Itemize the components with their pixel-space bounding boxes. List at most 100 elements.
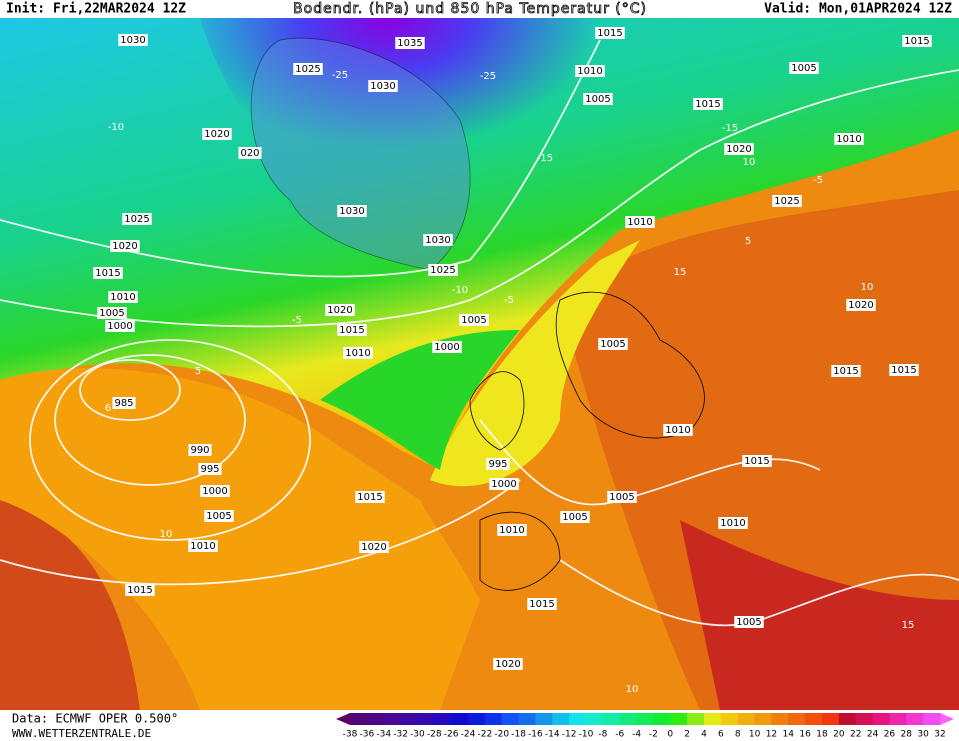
colorbar-swatch (687, 713, 705, 725)
isotherm-label: -25 (480, 71, 496, 82)
colorbar-tick-label: -2 (649, 730, 658, 740)
isobar-label: 1015 (833, 366, 858, 377)
colorbar-swatch (805, 713, 823, 725)
isobar-label-bg (575, 65, 605, 77)
isobar-label: 1010 (345, 348, 370, 359)
colorbar-swatch (906, 713, 924, 725)
isobar-label: 995 (488, 459, 507, 470)
isobar-label-bg (834, 133, 864, 145)
isobar-label-bg (198, 463, 222, 475)
isobar-label: 990 (190, 445, 209, 456)
colorbar-tick-label: -22 (478, 730, 493, 740)
colorbar-tick-label: -32 (393, 730, 408, 740)
colorbar-tick-label: 6 (718, 730, 724, 740)
isobar-label-bg (188, 444, 212, 456)
isobar-label-bg (560, 511, 590, 523)
colorbar-tick-label: -38 (343, 730, 358, 740)
colorbar-swatch (653, 713, 671, 725)
isobar-label-bg (742, 455, 772, 467)
isobar-label-bg (368, 80, 398, 92)
colorbar-swatch (383, 713, 402, 725)
isobar-label-bg (188, 540, 218, 552)
isobar-label: 1010 (627, 217, 652, 228)
isobar-label-bg (625, 216, 655, 228)
colorbar-tick-label: 22 (850, 730, 861, 740)
isobar-label-bg (595, 27, 625, 39)
isobar-label: 1005 (585, 94, 610, 105)
colorbar-swatch (417, 713, 435, 725)
colorbar-tick-label: -14 (545, 730, 560, 740)
isotherm-label: 10 (626, 684, 639, 695)
isobar-label: 1015 (744, 456, 769, 467)
colorbar-swatch (720, 713, 739, 725)
isobar-label: 020 (240, 148, 259, 159)
map-title: Bodendr. (hPa) und 850 hPa Temperatur (°… (293, 1, 647, 17)
isobar-label-bg (428, 264, 458, 276)
isobar-label-bg (902, 35, 932, 47)
isobar-label: 1030 (425, 235, 450, 246)
isobar-label-bg (663, 424, 693, 436)
isobar-label-bg (889, 364, 919, 376)
isotherm-label: 15 (902, 620, 915, 631)
colorbar-tick-label: -6 (615, 730, 624, 740)
colorbar-tick-label: 0 (667, 730, 673, 740)
colorbar-swatch (838, 713, 857, 725)
isobar-label: 1010 (577, 66, 602, 77)
isobar-label: 1010 (836, 134, 861, 145)
isobar-label-bg (598, 338, 628, 350)
colorbar-swatch (569, 713, 587, 725)
isobar-label-bg (112, 397, 136, 409)
isotherm-label: -15 (537, 153, 553, 164)
isobar-label-bg (110, 240, 140, 252)
isobar-label-bg (831, 365, 861, 377)
isobar-label-bg (423, 234, 453, 246)
colorbar-tick-label: 26 (884, 730, 896, 740)
isotherm-label: -5 (813, 175, 823, 186)
colorbar-tick-label: -20 (494, 730, 509, 740)
colorbar-tick-label: -10 (579, 730, 594, 740)
isobar-label-bg (202, 128, 232, 140)
isotherm-label: -10 (108, 122, 124, 133)
isotherm-label: -10 (452, 285, 468, 296)
colorbar-swatch (771, 713, 789, 725)
colorbar-tick-label: -18 (511, 730, 526, 740)
colorbar-swatch (872, 713, 890, 725)
isobar-label: 1005 (736, 617, 761, 628)
isobar-label: 1000 (107, 321, 132, 332)
isobar-label: 1005 (461, 315, 486, 326)
colorbar-tick-label: 10 (749, 730, 761, 740)
isobar-label-bg (204, 510, 234, 522)
isobar-label: 1010 (665, 425, 690, 436)
colorbar-tick-label: 8 (735, 730, 741, 740)
isobar-label: 1005 (791, 63, 816, 74)
isobar-label-bg (493, 658, 523, 670)
colorbar-tick-label: -12 (562, 730, 577, 740)
isobar-label: 985 (114, 398, 133, 409)
isobar-label: 1020 (726, 144, 751, 155)
colorbar-swatch (518, 713, 536, 725)
isotherm-label: 10 (160, 529, 173, 540)
colorbar-swatch (822, 713, 840, 725)
colorbar-tick-label: -24 (461, 730, 476, 740)
colorbar-tick-label: 16 (799, 730, 811, 740)
website: WWW.WETTERZENTRALE.DE (12, 727, 151, 740)
isobar-label: 1010 (720, 518, 745, 529)
green-tongue (320, 330, 520, 470)
isobar-label: 1030 (120, 35, 145, 46)
isobar-label-bg (200, 485, 230, 497)
colorbar-swatch (788, 713, 806, 725)
isobar-label: 1005 (562, 512, 587, 523)
isobar-label: 1000 (202, 486, 227, 497)
isobar-label: 1020 (112, 241, 137, 252)
yellow-band (430, 240, 640, 487)
isobar-label-bg (337, 324, 367, 336)
colorbar-tick-label: -4 (632, 730, 641, 740)
header-bar (0, 0, 959, 18)
isobar-label-bg (772, 195, 802, 207)
isobar-label: 1015 (597, 28, 622, 39)
colorbar-tick-label: -16 (528, 730, 543, 740)
isobar-label-bg (693, 98, 723, 110)
colorbar-swatch (468, 713, 486, 725)
